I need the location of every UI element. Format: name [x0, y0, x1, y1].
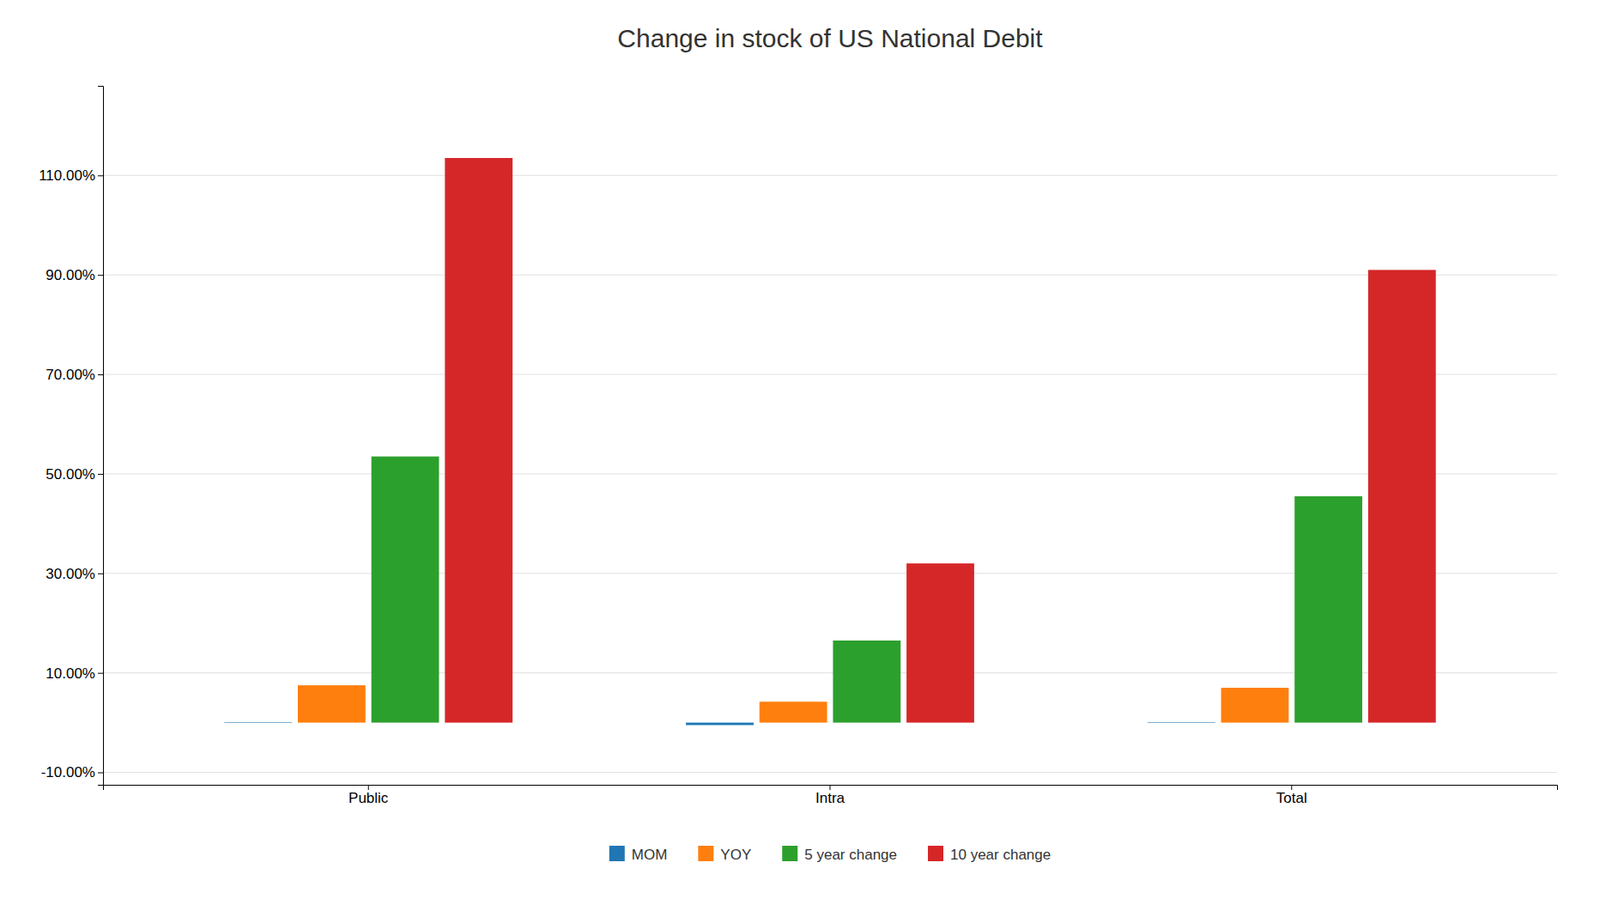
legend-item: YOY: [697, 845, 752, 863]
bar: [685, 722, 754, 726]
y-tick-label: 50.00%: [45, 466, 96, 483]
y-tick-label: 110.00%: [38, 167, 96, 184]
y-tick-label: 30.00%: [45, 565, 96, 582]
y-tick-label: 90.00%: [45, 266, 96, 284]
legend-swatch: [927, 845, 944, 861]
y-tick: 30.00%: [45, 565, 104, 582]
bar: [1221, 687, 1290, 723]
legend-label: YOY: [720, 846, 752, 863]
grid-line: [103, 274, 1558, 276]
x-tick: Total: [1276, 784, 1308, 807]
x-tick: Public: [348, 784, 389, 807]
bars: [224, 157, 1436, 725]
legend-label: MOM: [631, 846, 668, 863]
x-axis: Public Intra Total: [103, 784, 1558, 807]
y-tick: -10.00%: [41, 763, 104, 781]
bar: [906, 563, 975, 722]
bar: [297, 684, 366, 722]
legend-item: MOM: [609, 845, 668, 863]
legend-swatch: [697, 845, 714, 861]
y-tick: 110.00%: [38, 167, 104, 184]
legend: MOM YOY 5 year change 10 year change: [609, 845, 1051, 863]
y-tick-mark: [97, 374, 104, 376]
legend-swatch: [781, 845, 798, 861]
title: Change in stock of US National Debit: [617, 24, 1043, 53]
y-axis-line: [97, 86, 104, 786]
y-tick: 50.00%: [45, 466, 104, 483]
y-tick: 10.00%: [45, 665, 104, 682]
x-tick-label: Public: [348, 789, 389, 807]
y-axis: -10.00% 10.00% 30.00% 50.00% 70.00% 90.00% 110…: [38, 86, 104, 786]
y-tick-label: -10.00%: [41, 763, 96, 781]
bar: [224, 721, 292, 724]
legend-label: 5 year change: [804, 846, 897, 863]
y-tick-mark: [97, 772, 104, 774]
grid-line: [103, 374, 1558, 376]
series: [371, 456, 1363, 723]
bar: [1147, 721, 1216, 724]
bar: [1368, 269, 1437, 722]
bar: [371, 456, 440, 723]
grid-line: [103, 175, 1558, 176]
bar: [1294, 496, 1363, 723]
y-tick: 70.00%: [45, 366, 104, 383]
grid-line: [103, 472, 1558, 474]
grid: [103, 175, 1558, 772]
x-tick-label: Intra: [815, 789, 846, 807]
bar: [444, 157, 513, 723]
legend-label: 10 year change: [950, 846, 1051, 863]
y-tick-label: 10.00%: [45, 665, 96, 682]
y-tick-mark: [97, 473, 104, 475]
chart: -10.00% 10.00% 30.00% 50.00% 70.00% 90.00% 110…: [0, 0, 1600, 905]
x-tick: Intra: [815, 784, 846, 807]
y-tick: 90.00%: [45, 266, 104, 284]
y-tick-mark: [97, 672, 104, 674]
legend-swatch: [609, 845, 625, 861]
series: [444, 157, 1436, 723]
plot: -10.00% 10.00% 30.00% 50.00% 70.00% 90.00% 110…: [38, 86, 1558, 807]
bar: [759, 701, 828, 722]
legend-item: 10 year change: [927, 845, 1051, 863]
legend-item: 5 year change: [781, 845, 897, 863]
x-tick-label: Total: [1276, 789, 1308, 807]
y-tick-mark: [97, 573, 104, 575]
y-tick-mark: [97, 175, 104, 176]
y-tick-mark: [97, 274, 104, 276]
bar: [832, 640, 901, 723]
y-tick-label: 70.00%: [45, 366, 96, 383]
grid-line: [103, 771, 1558, 773]
